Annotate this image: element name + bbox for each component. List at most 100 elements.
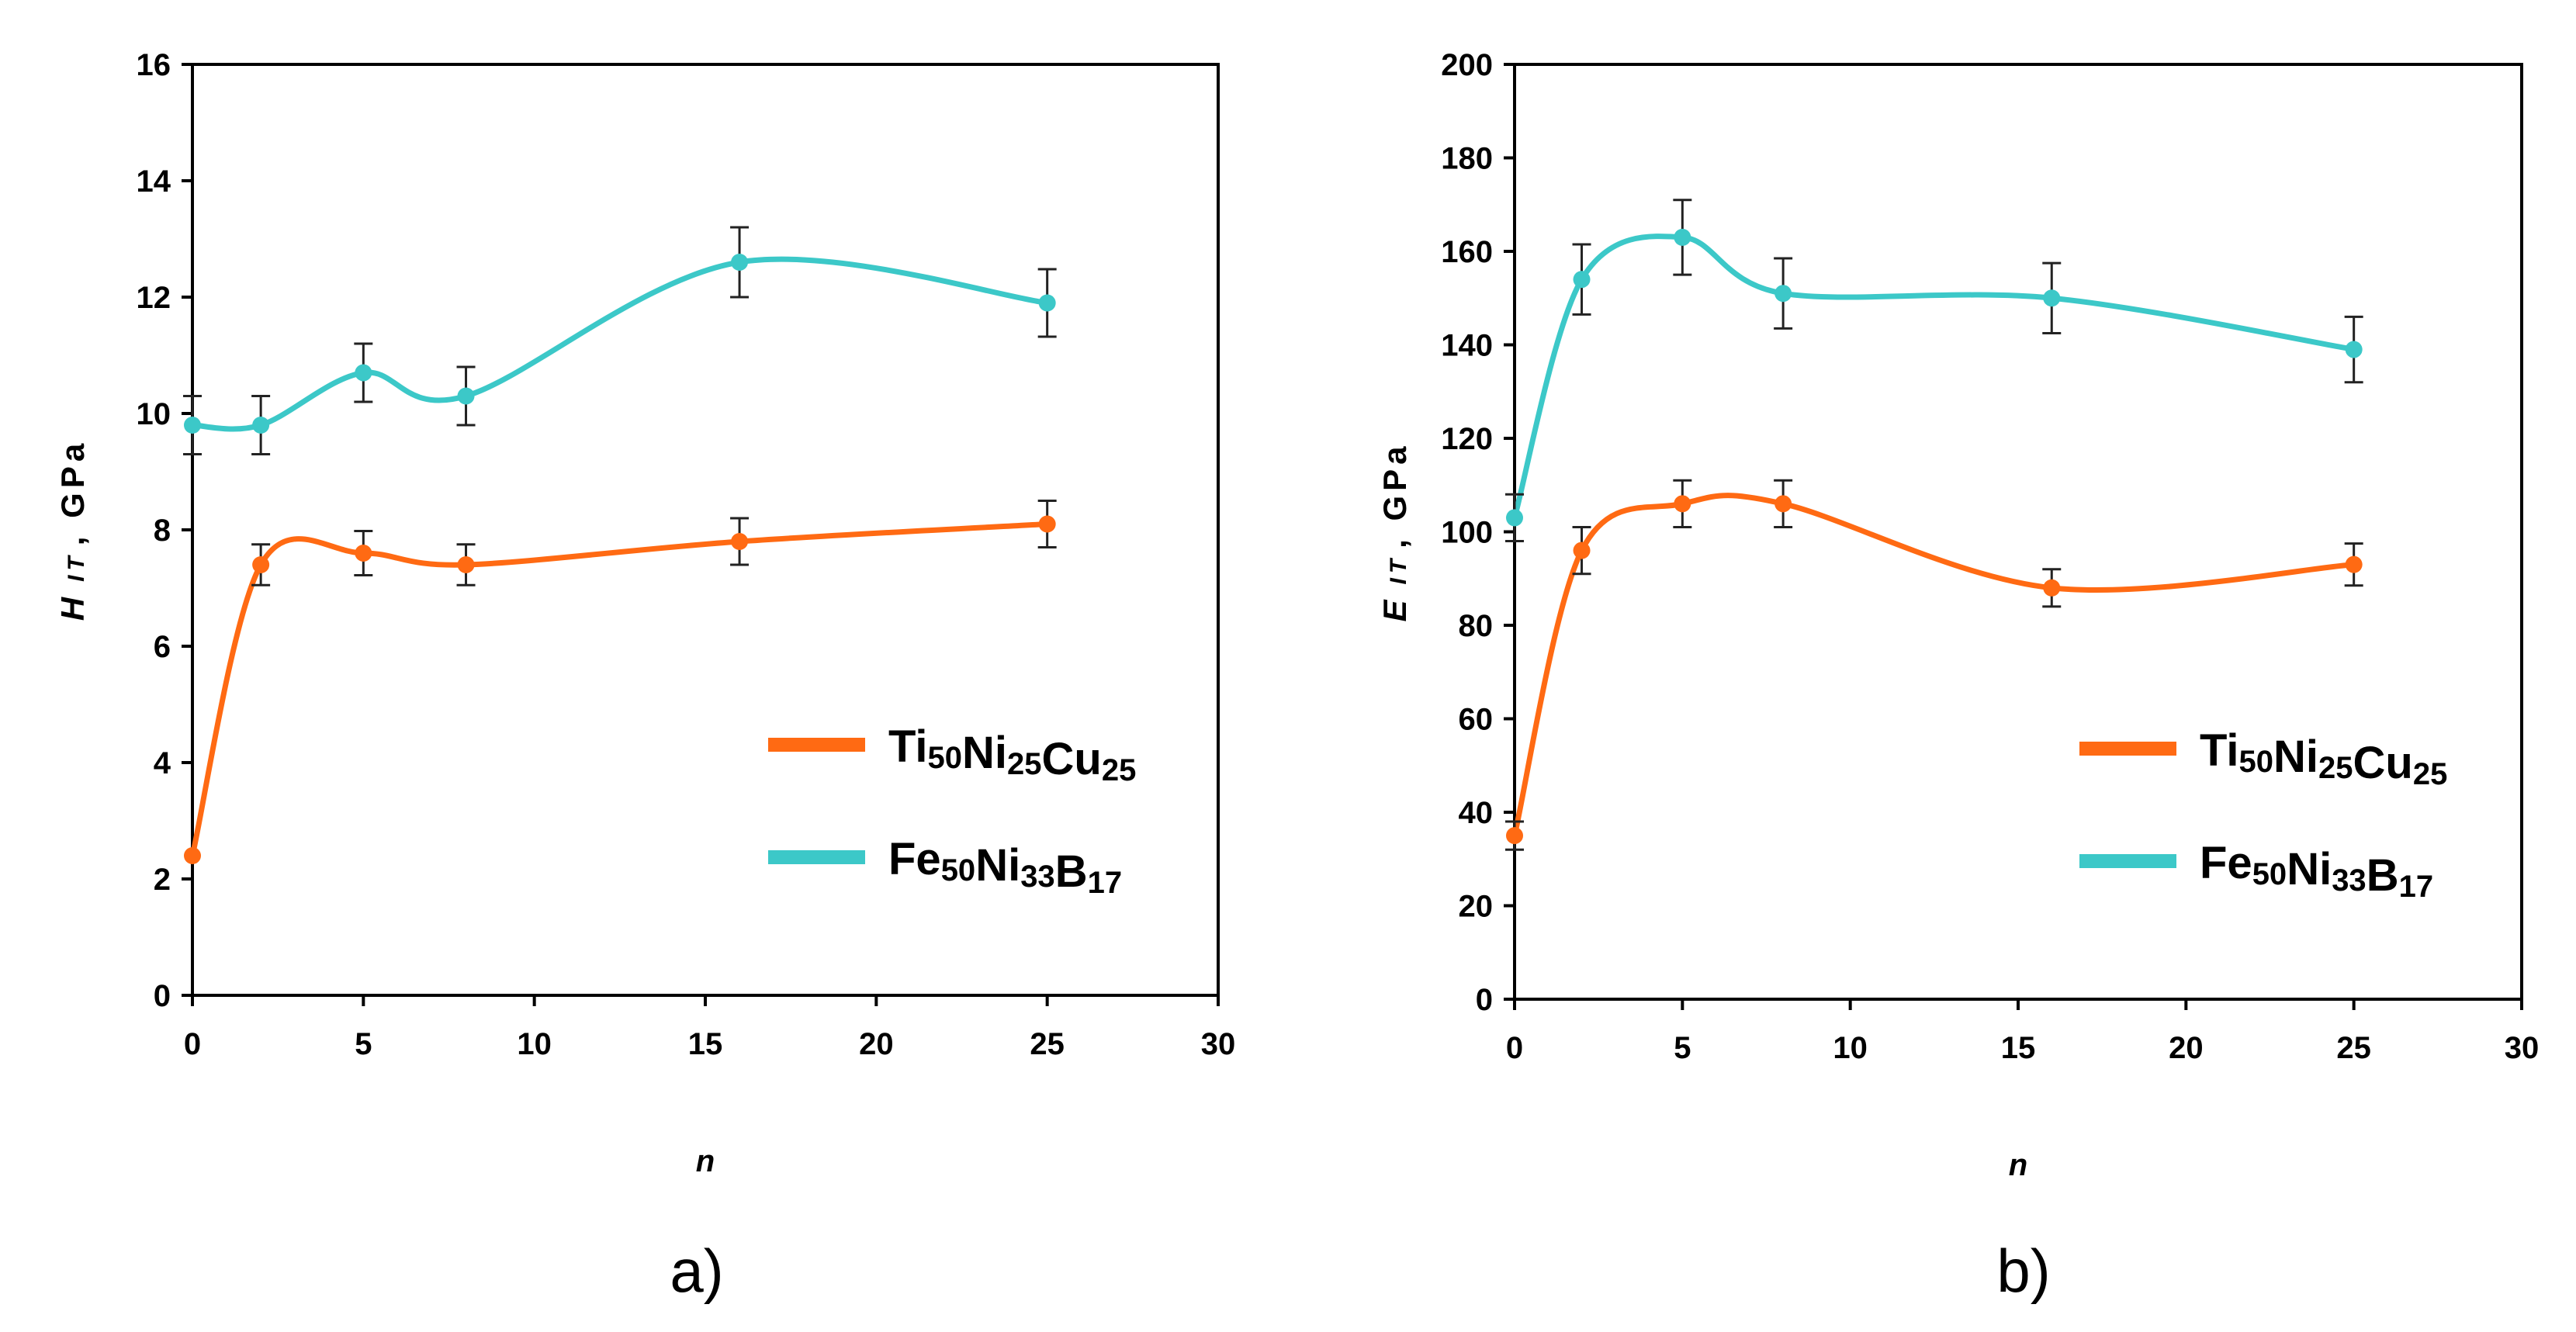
legend-element-b-1-1: Ni xyxy=(2287,844,2332,894)
data-point-b-1-0 xyxy=(1506,509,1523,527)
y-tick-label-b-8: 160 xyxy=(1441,235,1493,269)
x-axis-label-b: n xyxy=(2009,1148,2027,1182)
legend-element-a-0-0: Ti xyxy=(888,721,928,772)
x-tick-label-a-4: 20 xyxy=(859,1027,894,1061)
data-point-a-0-5 xyxy=(1038,515,1056,533)
y-axis-label-main-a: H xyxy=(54,593,91,621)
legend-subscript-b-0-1: 25 xyxy=(2318,751,2353,785)
legend-element-a-0-1: Ni xyxy=(962,728,1007,778)
y-tick-label-b-0: 0 xyxy=(1476,983,1493,1017)
y-tick-label-b-6: 120 xyxy=(1441,422,1493,456)
legend-label-a-0: Ti50Ni25Cu25 xyxy=(888,721,1136,787)
data-point-b-0-1 xyxy=(1573,541,1591,559)
data-point-a-0-4 xyxy=(731,533,749,550)
x-tick-label-b-5: 25 xyxy=(2336,1031,2371,1065)
legend-subscript-a-0-0: 50 xyxy=(928,741,963,775)
y-tick-label-b-7: 140 xyxy=(1441,329,1493,363)
y-tick-label-a-7: 14 xyxy=(137,164,171,199)
y-axis-label-a: H IT , GPa xyxy=(54,439,91,621)
legend-subscript-a-1-2: 17 xyxy=(1088,866,1123,900)
y-tick-label-a-2: 4 xyxy=(154,746,171,780)
y-axis-label-sub-b: IT xyxy=(1386,555,1411,585)
y-tick-label-b-3: 60 xyxy=(1459,703,1494,737)
data-point-a-1-1 xyxy=(252,417,270,434)
panel-label-b: b) xyxy=(1996,1237,2050,1305)
legend-subscript-b-1-2: 17 xyxy=(2399,870,2434,904)
x-tick-label-b-2: 10 xyxy=(1833,1031,1868,1065)
data-point-a-0-1 xyxy=(252,556,270,573)
y-axis-label-main-b: E xyxy=(1376,596,1413,622)
legend-subscript-a-1-0: 50 xyxy=(941,853,976,887)
data-point-b-0-5 xyxy=(2345,555,2363,573)
y-tick-label-b-1: 20 xyxy=(1459,890,1494,924)
legend-element-a-0-2: Cu xyxy=(1042,734,1102,784)
legend-subscript-a-0-1: 25 xyxy=(1007,747,1042,781)
legend-subscript-a-0-2: 25 xyxy=(1102,753,1137,787)
legend-element-b-1-2: B xyxy=(2367,850,2399,901)
y-tick-label-a-5: 10 xyxy=(137,397,171,431)
series-line-b-0 xyxy=(1511,493,2357,839)
x-tick-label-a-3: 15 xyxy=(688,1027,723,1061)
series-line-a-0 xyxy=(189,521,1051,859)
y-axis-label-unit-a: , GPa xyxy=(54,439,91,545)
y-tick-label-a-3: 6 xyxy=(154,630,171,664)
y-axis-label-sub-a: IT xyxy=(64,552,89,582)
legend-element-a-1-1: Ni xyxy=(975,840,1020,891)
data-point-a-1-0 xyxy=(184,417,201,434)
y-tick-label-a-6: 12 xyxy=(137,281,171,315)
x-tick-label-b-3: 15 xyxy=(2001,1031,2036,1065)
y-tick-label-b-5: 100 xyxy=(1441,516,1493,550)
legend-subscript-b-0-2: 25 xyxy=(2413,757,2448,791)
y-tick-label-a-0: 0 xyxy=(154,979,171,1013)
data-point-b-1-5 xyxy=(2345,341,2363,358)
legend-subscript-b-1-1: 33 xyxy=(2332,863,2367,898)
x-tick-label-a-1: 5 xyxy=(355,1027,372,1061)
legend-subscript-b-1-0: 50 xyxy=(2252,857,2287,891)
y-axis-label-unit-b: , GPa xyxy=(1376,441,1413,548)
x-tick-label-b-4: 20 xyxy=(2169,1031,2204,1065)
legend-label-a-1: Fe50Ni33B17 xyxy=(888,834,1122,900)
panel-label-a: a) xyxy=(670,1237,723,1305)
legend-element-b-0-0: Ti xyxy=(2200,725,2239,776)
y-tick-label-a-8: 16 xyxy=(137,48,171,82)
data-point-b-1-1 xyxy=(1573,271,1591,289)
y-tick-label-b-2: 40 xyxy=(1459,796,1494,830)
data-point-b-0-2 xyxy=(1674,495,1691,513)
legend-element-b-1-0: Fe xyxy=(2200,838,2252,888)
data-point-a-0-3 xyxy=(457,556,475,573)
data-point-b-0-4 xyxy=(2043,579,2061,597)
legend-subscript-b-0-0: 50 xyxy=(2239,745,2274,779)
data-point-a-1-3 xyxy=(457,387,475,405)
x-tick-label-b-0: 0 xyxy=(1506,1031,1523,1065)
y-tick-label-b-10: 200 xyxy=(1441,48,1493,82)
data-point-b-0-0 xyxy=(1506,827,1523,845)
y-axis-label-b: E IT , GPa xyxy=(1376,441,1413,621)
y-tick-label-b-4: 80 xyxy=(1459,609,1494,643)
data-point-a-1-5 xyxy=(1038,294,1056,312)
legend-label-b-0: Ti50Ni25Cu25 xyxy=(2200,725,2447,791)
y-tick-label-b-9: 180 xyxy=(1441,142,1493,176)
legend-subscript-a-1-1: 33 xyxy=(1020,860,1055,894)
data-point-b-1-2 xyxy=(1674,228,1691,246)
y-tick-label-a-4: 8 xyxy=(154,514,171,548)
x-axis-label-a: n xyxy=(696,1144,715,1178)
data-point-b-1-3 xyxy=(1774,285,1792,303)
x-tick-label-a-0: 0 xyxy=(184,1027,201,1061)
x-tick-label-b-6: 30 xyxy=(2505,1031,2540,1065)
x-tick-label-a-5: 25 xyxy=(1030,1027,1065,1061)
series-line-a-1 xyxy=(189,256,1051,432)
data-point-a-1-2 xyxy=(355,364,372,382)
data-point-a-0-2 xyxy=(355,545,372,562)
data-point-a-0-0 xyxy=(184,847,201,864)
x-tick-label-a-2: 10 xyxy=(517,1027,552,1061)
legend-element-a-1-2: B xyxy=(1055,846,1088,897)
y-tick-label-a-1: 2 xyxy=(154,863,171,897)
legend-element-b-0-2: Cu xyxy=(2353,738,2413,788)
series-line-b-1 xyxy=(1511,234,2357,521)
x-tick-label-a-6: 30 xyxy=(1201,1027,1236,1061)
data-point-b-1-4 xyxy=(2043,289,2061,307)
x-tick-label-b-1: 5 xyxy=(1674,1031,1691,1065)
chart-modulus: 0 20 40 60 80 100 120 140 160 180 200 0 5 10 15 20 25 30 n… xyxy=(1376,48,2539,1305)
